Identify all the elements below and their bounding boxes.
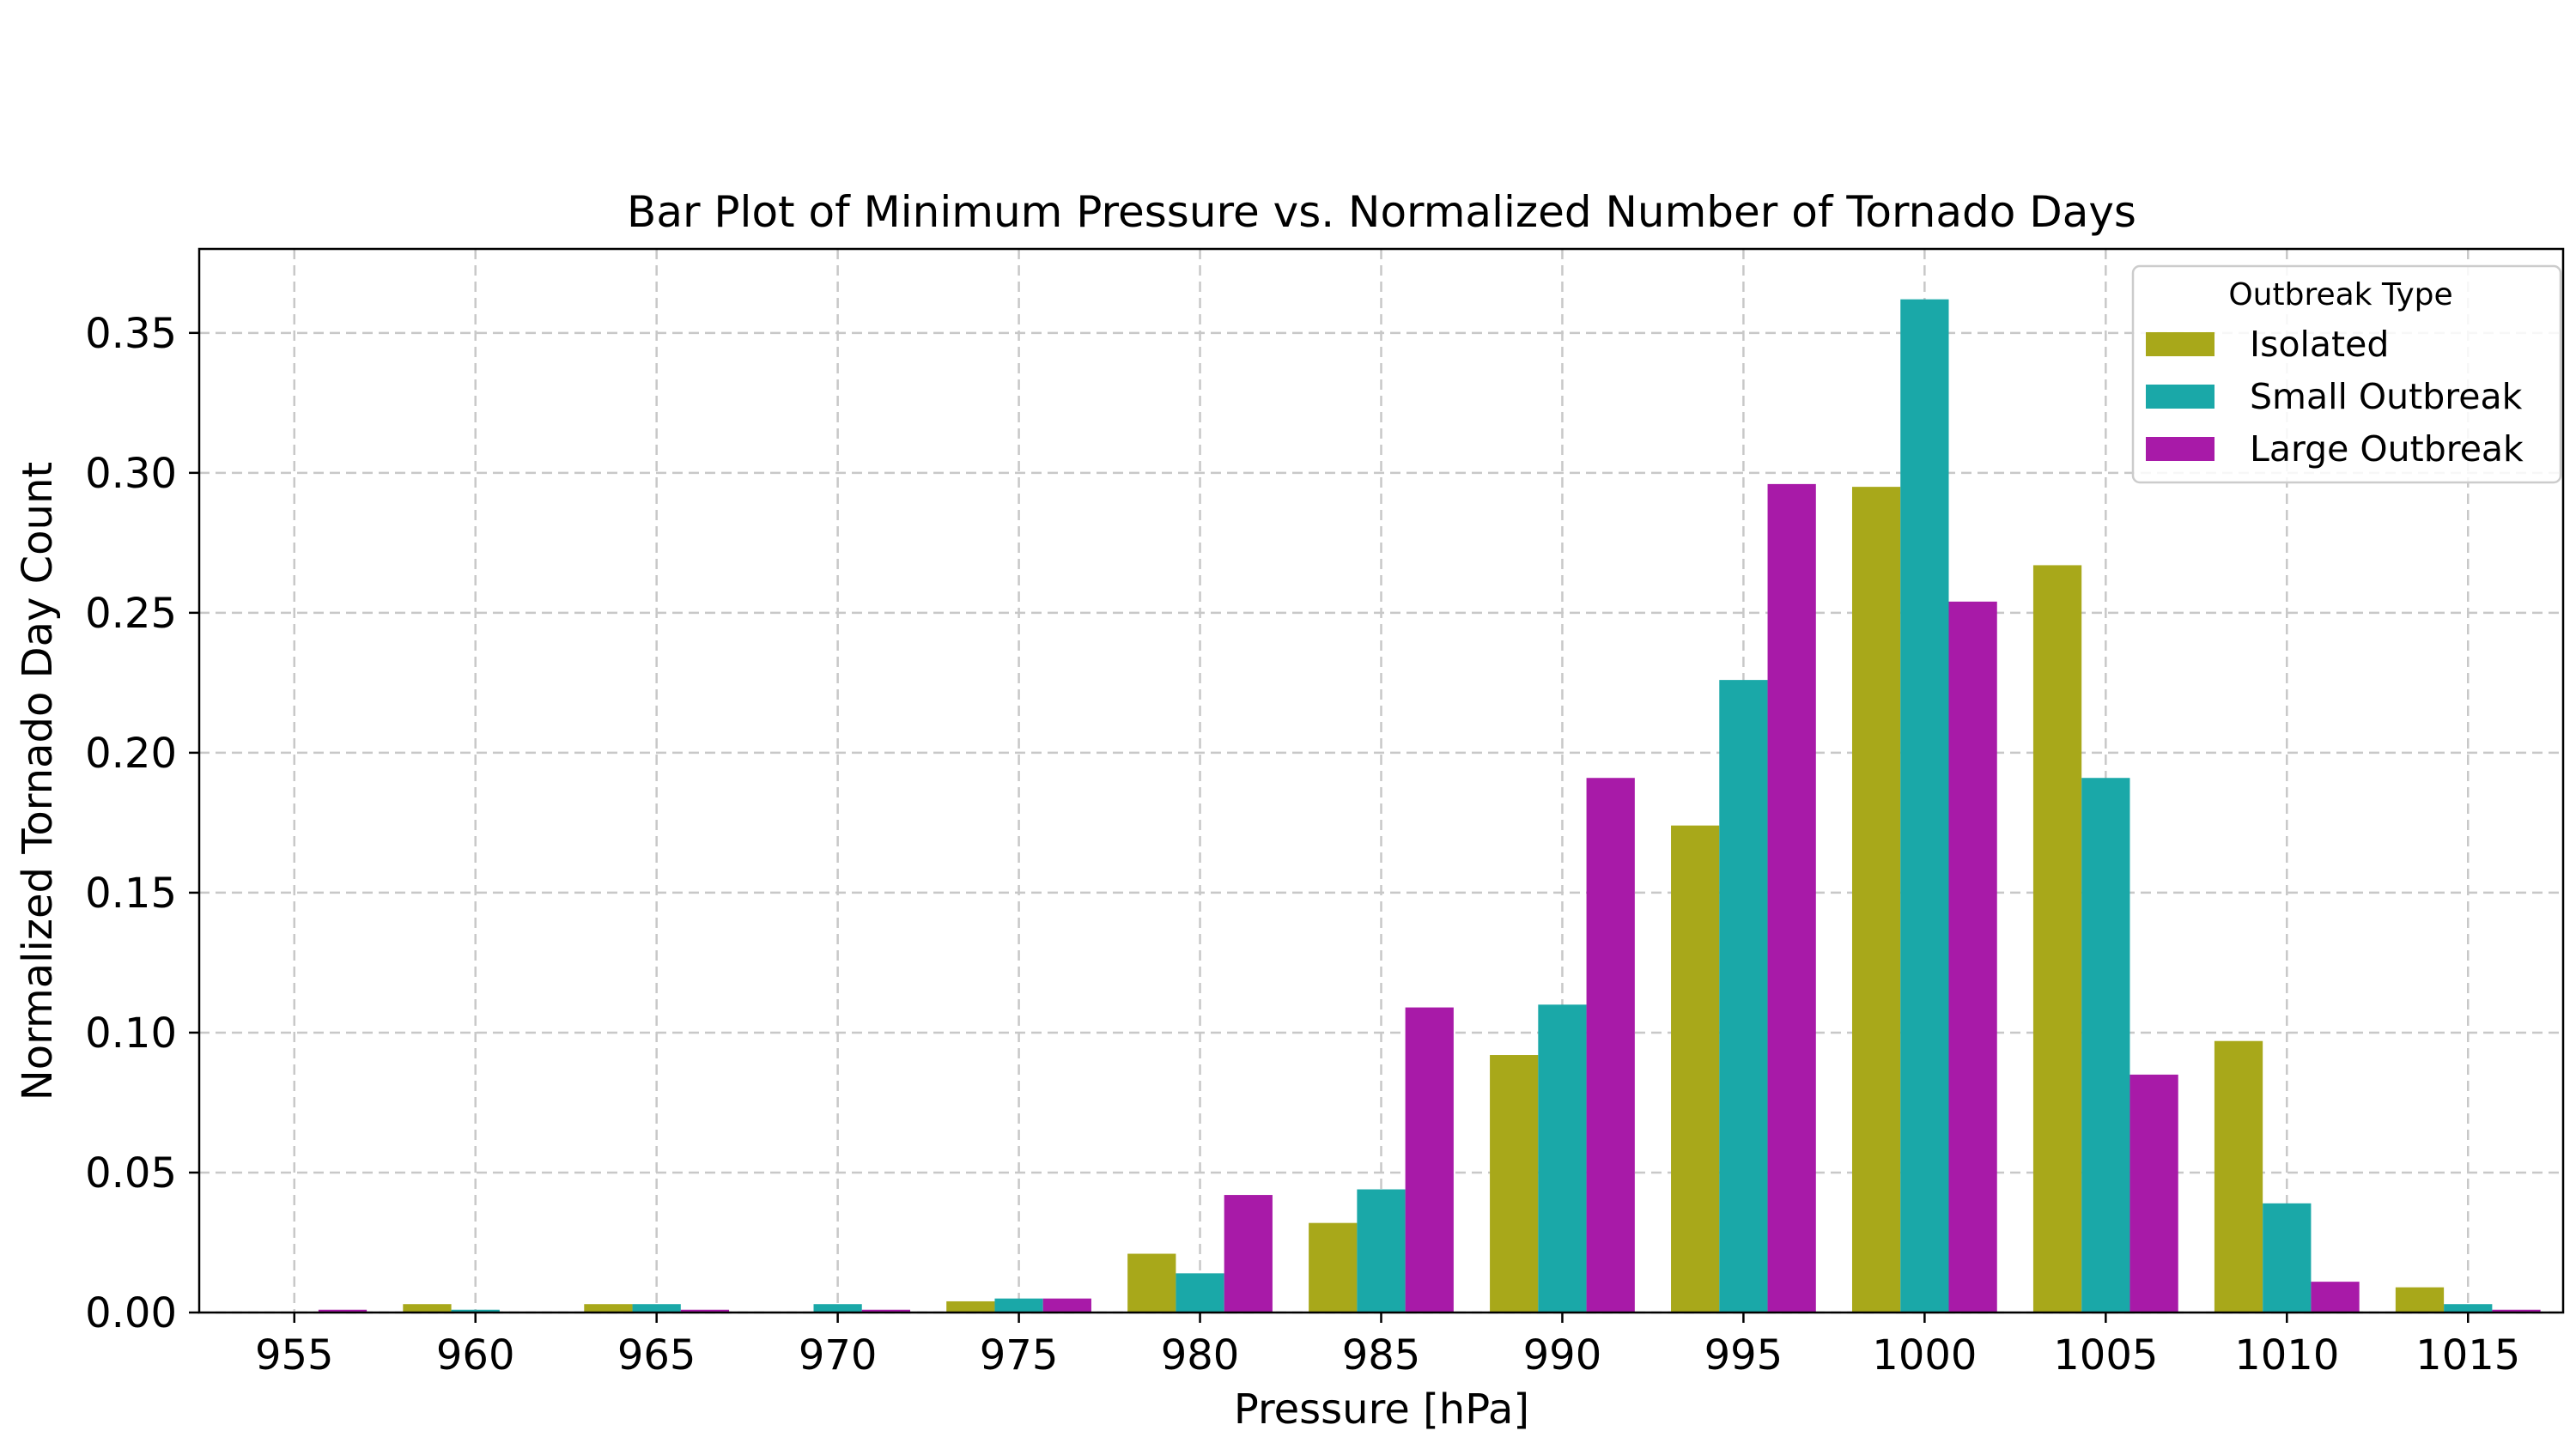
bar-large-outbreak-975 [1042,1298,1091,1313]
bar-isolated-990 [1490,1055,1539,1313]
bar-small-outbreak-960 [451,1309,500,1313]
legend-swatch-small-outbreak [2146,385,2215,409]
legend-label-isolated: Isolated [2250,324,2389,365]
legend-label-large-outbreak: Large Outbreak [2250,428,2524,470]
bar-small-outbreak-990 [1538,1004,1587,1313]
bar-small-outbreak-980 [1176,1273,1224,1313]
x-tick-label: 960 [436,1331,515,1379]
bar-large-outbreak-1000 [1948,601,1997,1313]
x-axis-label: Pressure [hPa] [1234,1385,1529,1434]
bar-small-outbreak-1000 [1900,299,1949,1313]
legend-swatch-large-outbreak [2146,437,2215,461]
bar-isolated-1010 [2214,1040,2263,1313]
bar-large-outbreak-965 [680,1309,730,1313]
x-tick-label: 995 [1704,1331,1783,1379]
bar-isolated-1005 [2032,565,2082,1313]
bar-isolated-960 [403,1304,452,1313]
y-tick-label: 0.20 [85,730,177,778]
legend-label-small-outbreak: Small Outbreak [2250,376,2523,417]
y-tick-label: 0.30 [85,450,177,498]
bar-large-outbreak-980 [1224,1195,1273,1313]
bar-isolated-965 [584,1304,633,1313]
bar-isolated-995 [1671,825,1720,1313]
bar-large-outbreak-995 [1767,483,1816,1313]
legend-swatch-isolated [2146,332,2215,356]
bar-small-outbreak-985 [1357,1189,1406,1313]
bar-large-outbreak-970 [861,1309,911,1313]
bar-small-outbreak-965 [632,1304,681,1313]
x-tick-label: 965 [617,1331,696,1379]
bar-small-outbreak-1015 [2444,1304,2493,1313]
y-tick-label: 0.35 [85,310,177,358]
x-tick-label: 1015 [2415,1331,2520,1379]
x-tick-label: 970 [799,1331,878,1379]
chart-title: Bar Plot of Minimum Pressure vs. Normali… [627,187,2136,237]
bar-large-outbreak-990 [1586,778,1635,1313]
bar-isolated-985 [1309,1222,1358,1313]
bar-large-outbreak-1015 [2492,1309,2541,1313]
legend-box [2131,264,2562,484]
x-tick-label: 975 [980,1331,1059,1379]
bar-isolated-1015 [2395,1287,2445,1313]
x-tick-label: 990 [1523,1331,1602,1379]
x-tick-label: 980 [1161,1331,1240,1379]
x-tick-label: 955 [255,1331,334,1379]
y-tick-label: 0.00 [85,1289,177,1337]
bar-small-outbreak-970 [813,1304,862,1313]
x-tick-label: 1005 [2053,1331,2158,1379]
bar-small-outbreak-975 [994,1298,1043,1313]
bar-large-outbreak-1005 [2129,1074,2178,1313]
bar-small-outbreak-995 [1719,680,1768,1313]
bar-isolated-1000 [1851,487,1901,1313]
bar-large-outbreak-985 [1405,1007,1454,1313]
y-axis-label: Normalized Tornado Day Count [14,462,62,1100]
x-tick-label: 1000 [1872,1331,1977,1379]
y-tick-label: 0.10 [85,1009,177,1058]
y-tick-label: 0.15 [85,870,177,918]
y-tick-label: 0.05 [85,1149,177,1197]
bar-large-outbreak-1010 [2311,1282,2360,1313]
x-tick-label: 1010 [2234,1331,2339,1379]
y-tick-label: 0.25 [85,590,177,638]
bar-small-outbreak-1005 [2081,778,2130,1313]
legend: Outbreak Type Isolated Small Outbreak La… [2131,264,2562,484]
x-tick-label: 985 [1342,1331,1421,1379]
bars [318,299,2541,1313]
bar-isolated-980 [1127,1253,1176,1313]
axis-ticks: 0.00 0.05 0.10 0.15 0.20 0.25 0.30 0.35 955 960 96… [85,310,2520,1379]
legend-title: Outbreak Type [2228,277,2452,312]
bar-small-outbreak-1010 [2263,1203,2312,1313]
bar-large-outbreak-955 [318,1309,368,1313]
bar-isolated-975 [946,1300,995,1313]
